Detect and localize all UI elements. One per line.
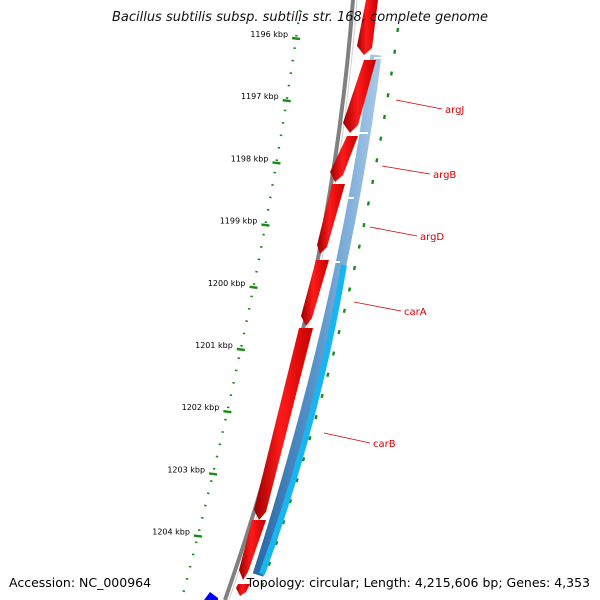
cds-arrow [254,328,313,520]
ruler-tick-label: 1203 kbp [167,465,205,474]
ruler-tick-label: 1204 kbp [152,528,190,537]
cds-arrow [330,136,358,182]
ruler-tick [282,99,291,103]
genome-stats: Topology: circular; Length: 4,215,606 bp… [246,575,590,590]
ruler-tick [208,472,218,476]
reverse-cds-marker [204,592,218,600]
cds-arrow [317,184,345,254]
cds-arrow [239,520,266,580]
ruler-labels: 1196 kbp 1197 kbp 1198 kbp 1199 kbp 1200 kbp… [152,30,288,537]
ruler-tick-label: 1196 kbp [250,30,288,39]
cds-arrow [343,60,376,133]
ruler-tick-label: 1198 kbp [231,154,269,163]
accession-label: Accession: NC_000964 [9,575,152,590]
operon-band [252,54,388,577]
gene-label-argb: argB [433,170,456,181]
ruler-tick-label: 1197 kbp [241,92,279,101]
forward-cds-track [236,0,378,596]
ruler-tick [236,347,245,352]
ruler-tick-label: 1200 kbp [208,279,246,288]
gene-label-carb: carB [373,439,396,450]
ruler-tick-label: 1201 kbp [195,341,233,350]
ruler-tick [261,223,270,227]
ruler-ticks [193,36,301,538]
gene-label-argd: argD [420,232,444,243]
ruler-tick [249,285,258,289]
map-title: Bacillus subtilis subsp. subtilis str. 1… [111,10,489,25]
gene-leaders [323,99,443,444]
cds-arrow [236,584,250,596]
cds-arrow [357,0,378,55]
gene-label-cara: carA [404,307,427,318]
ruler-tick [223,410,232,414]
ruler-tick [193,534,203,538]
gene-labels: argJ argB argD carA carB [373,105,464,450]
ruler-tick-label: 1199 kbp [220,217,258,226]
gene-label-argj: argJ [445,105,464,116]
ruler-tick-label: 1202 kbp [182,403,220,412]
ruler-tick [272,161,281,165]
cds-arrow [301,260,329,326]
ruler-tick [291,36,301,41]
